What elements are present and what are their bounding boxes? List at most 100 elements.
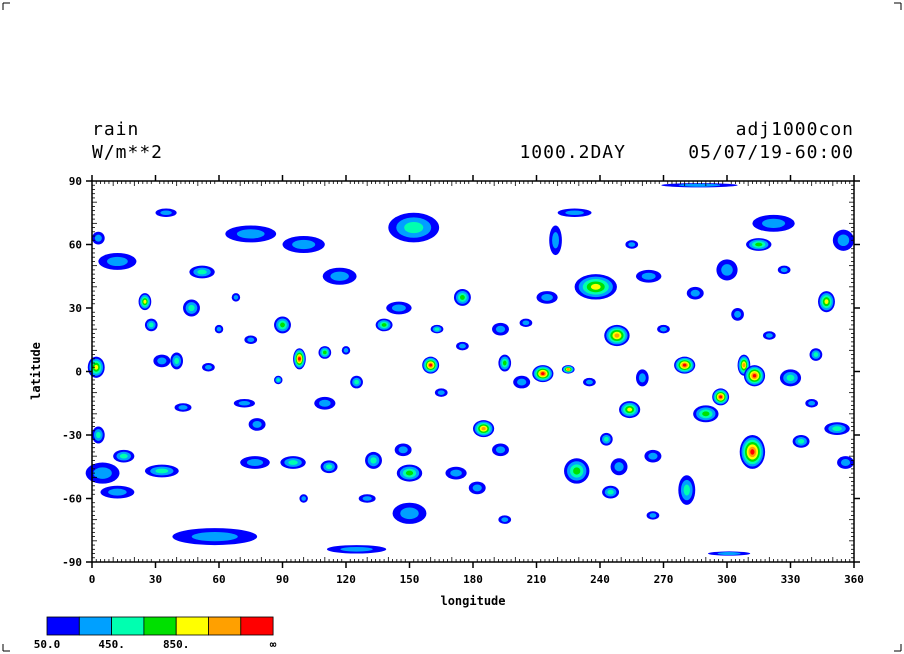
rain-cell (686, 286, 704, 300)
units-label: W/m**2 (92, 142, 163, 163)
contour-level-5 (742, 363, 746, 368)
contour-level-1 (246, 459, 264, 466)
contour-level-1 (450, 469, 462, 477)
contour-level-1 (178, 405, 188, 410)
rain-cell (604, 324, 630, 347)
rain-cell (498, 515, 512, 524)
contour-level-1 (780, 267, 788, 273)
contour-level-1 (301, 496, 306, 501)
rain-cell (92, 231, 105, 245)
contour-level-3 (459, 294, 465, 300)
rain-cell (280, 456, 306, 469)
contour-level-1 (292, 239, 316, 250)
contour-level-2 (174, 357, 180, 365)
rain-cell (314, 396, 336, 410)
contour-level-1 (107, 256, 128, 267)
y-tick-label: 60 (69, 239, 82, 252)
contour-level-1 (319, 399, 331, 407)
x-tick-label: 240 (590, 573, 610, 586)
contour-level-1 (252, 420, 262, 428)
contour-level-1 (94, 234, 102, 242)
colorbar-swatch (240, 616, 274, 636)
contour-level-1 (501, 517, 509, 522)
x-tick-label: 300 (717, 573, 737, 586)
rain-cell (430, 324, 444, 334)
contour-level-1 (660, 326, 667, 332)
date-label: 05/07/19-60:00 (688, 142, 854, 163)
contour-level-4 (143, 299, 147, 304)
rain-cell (746, 238, 772, 251)
rain-cell (635, 369, 649, 387)
rain-cell (492, 443, 509, 457)
rain-cell (707, 551, 751, 556)
colorbar-label: 850. (163, 638, 190, 651)
contour-level-6 (541, 372, 545, 376)
rain-cell (322, 267, 357, 285)
rain-cell (233, 399, 255, 408)
rain-cell (818, 291, 835, 313)
rain-cell (602, 485, 620, 499)
contour-level-1 (495, 446, 506, 454)
plot-background (92, 181, 854, 562)
contour-level-1 (391, 304, 406, 312)
rain-cell (716, 259, 738, 281)
rain-cell (244, 335, 258, 344)
colorbar-swatch (78, 616, 113, 636)
rain-cell (492, 322, 509, 336)
contour-level-1 (690, 289, 700, 297)
rain-cell (388, 212, 440, 243)
contour-level-1 (808, 400, 816, 406)
contour-level-2 (288, 460, 298, 465)
rain-cell (326, 545, 387, 554)
rain-cell (318, 346, 332, 359)
contour-level-3 (573, 467, 581, 475)
rain-cell (225, 225, 277, 243)
rain-cell (144, 464, 179, 478)
x-tick-label: 150 (400, 573, 420, 586)
x-tick-label: 0 (89, 573, 96, 586)
contour-level-4 (590, 283, 601, 290)
experiment-name: adj1000con (736, 119, 854, 140)
contour-level-1 (343, 348, 349, 353)
contour-level-1 (400, 507, 419, 520)
y-tick-label: 0 (75, 366, 82, 379)
contour-level-2 (434, 327, 440, 331)
rain-cell (661, 183, 738, 188)
x-tick-label: 30 (149, 573, 162, 586)
contour-level-2 (354, 379, 359, 385)
contour-level-4 (94, 364, 99, 370)
rain-cell (777, 265, 791, 275)
contour-level-2 (832, 426, 842, 432)
contour-level-2 (813, 352, 819, 357)
rain-cell (456, 341, 469, 351)
rain-cell (155, 208, 177, 217)
colorbar-label: 450. (98, 638, 125, 651)
y-axis: -90 -60 -30 0 30 60 90 (62, 175, 860, 569)
contour-level-1 (495, 325, 506, 333)
rain-cell (513, 375, 531, 389)
rain-cell (144, 318, 158, 332)
y-axis-label: latitude (29, 342, 43, 400)
minor-ticks (92, 181, 854, 562)
x-axis: 0 30 60 90 120 150 180 210 240 270 300 330 360 (89, 175, 864, 586)
contour-level-1 (458, 343, 466, 349)
contour-level-2 (197, 269, 207, 275)
contour-level-1 (721, 264, 733, 276)
rain-cell (98, 252, 137, 270)
rain-cell (341, 346, 351, 355)
rain-cell (113, 449, 135, 463)
contour-level-1 (108, 488, 127, 496)
rain-cell (394, 443, 412, 457)
contour-level-2 (119, 453, 128, 459)
rain-cell (583, 377, 596, 387)
rain-cell (350, 375, 363, 389)
rain-cell (557, 208, 592, 217)
rain-cell (375, 318, 393, 332)
contour-level-5 (566, 367, 570, 371)
contour-level-2 (325, 464, 333, 470)
contour-level-2 (95, 431, 101, 439)
contour-level-1 (649, 513, 657, 518)
rain-cell (674, 356, 696, 374)
